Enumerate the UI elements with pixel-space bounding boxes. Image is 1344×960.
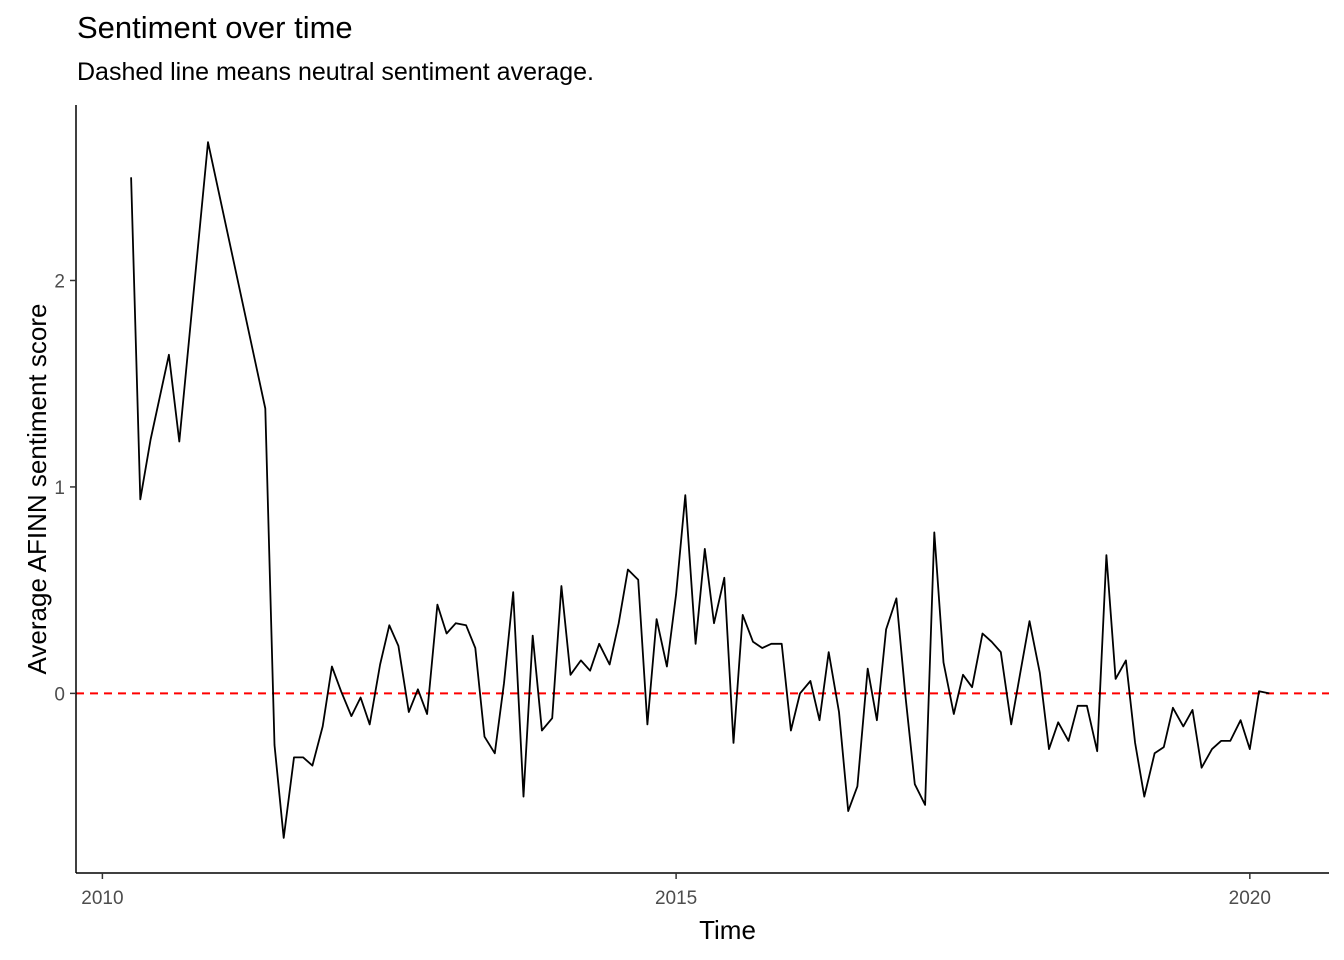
x-axis-title: Time	[699, 915, 756, 945]
x-tick-label: 2010	[81, 888, 123, 909]
chart-title: Sentiment over time	[77, 10, 353, 45]
series-layer	[130, 141, 1270, 839]
chart-subtitle: Dashed line means neutral sentiment aver…	[77, 58, 594, 86]
series-line	[130, 141, 1270, 839]
y-tick-label: 0	[54, 684, 65, 705]
y-tick-label: 2	[54, 271, 65, 292]
y-axis-ticks: 0 1 2	[54, 271, 76, 705]
x-tick-label: 2015	[655, 888, 697, 909]
y-tick-label: 1	[54, 478, 65, 499]
x-axis-ticks: 2010 2015 2020	[81, 873, 1271, 909]
x-tick-label: 2020	[1229, 888, 1271, 909]
y-axis-title: Average AFINN sentiment score	[22, 304, 52, 675]
